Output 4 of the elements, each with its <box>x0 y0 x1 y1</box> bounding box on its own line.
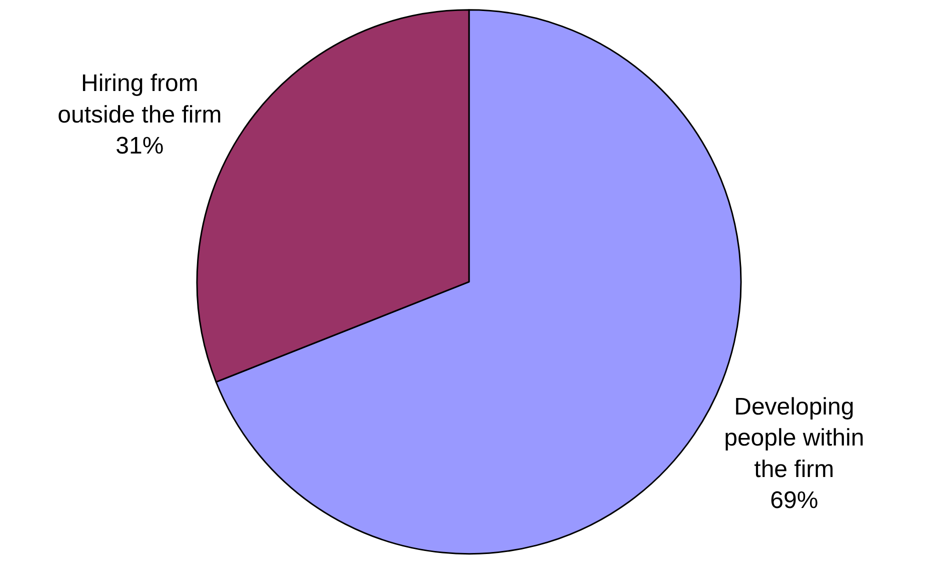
slice-label: Developing people within the firm <box>724 393 864 483</box>
data-label: 31% <box>116 132 164 160</box>
data-label: 69% <box>770 487 818 514</box>
slice-label: Hiring from outside the firm <box>58 70 222 128</box>
